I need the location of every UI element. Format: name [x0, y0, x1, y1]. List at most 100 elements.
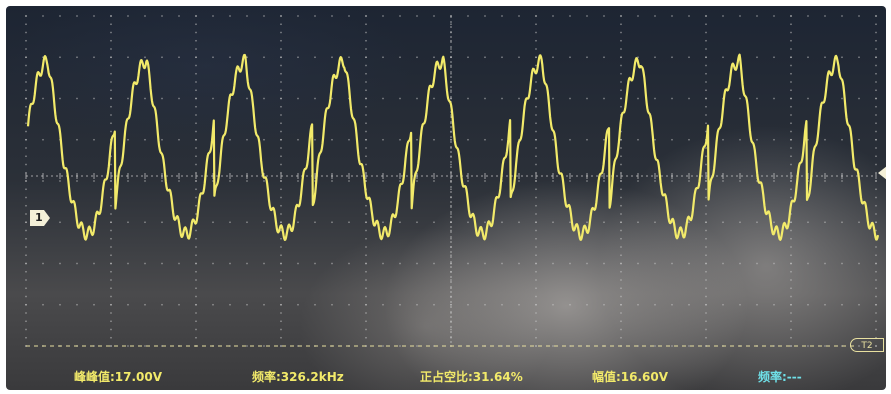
- grid-dot: [518, 345, 520, 347]
- grid-dot: [25, 31, 27, 34]
- grid-dot: [790, 114, 792, 116]
- grid-dot: [399, 56, 401, 59]
- trigger-position-marker: [878, 166, 886, 180]
- grid-dot: [620, 287, 622, 290]
- grid-dot: [875, 270, 877, 273]
- grid-dot: [790, 237, 792, 240]
- grid-dot: [416, 15, 418, 17]
- grid-dot: [110, 345, 112, 347]
- grid-dot: [756, 262, 758, 265]
- grid-dot: [620, 163, 622, 166]
- grid-dot: [790, 262, 792, 265]
- grid-dot: [790, 15, 792, 17]
- grid-dot: [569, 138, 571, 141]
- grid-dot: [875, 130, 877, 133]
- grid-dot: [263, 15, 265, 17]
- grid-dot: [841, 56, 843, 59]
- grid-dot: [59, 180, 61, 182]
- grid-dot: [654, 56, 656, 59]
- grid-dot: [654, 262, 656, 265]
- grid-dot: [790, 31, 792, 34]
- oscilloscope-screen: 1 T2 峰峰值:17.00V 频率:326.2kHz 正占空比:31.64% …: [6, 6, 886, 390]
- grid-dot: [467, 15, 469, 17]
- grid-dot: [195, 97, 197, 100]
- grid-dot: [382, 15, 384, 17]
- grid-dot: [280, 64, 282, 67]
- grid-dot: [569, 303, 571, 306]
- trigger-level-marker: T2: [850, 338, 884, 352]
- grid-dot: [246, 303, 248, 306]
- grid-dot: [705, 237, 707, 240]
- grid-dot: [739, 138, 741, 141]
- grid-dot: [773, 262, 775, 265]
- grid-dot: [603, 303, 605, 306]
- grid-dot: [535, 147, 537, 149]
- grid-dot: [518, 56, 520, 59]
- grid-dot: [705, 221, 707, 224]
- grid-dot: [280, 328, 282, 331]
- grid-dot: [620, 56, 622, 59]
- grid-dot: [110, 254, 112, 257]
- grid-dot: [807, 221, 809, 224]
- grid-dot: [705, 204, 707, 207]
- grid-dot: [348, 303, 350, 306]
- grid-dot: [552, 138, 554, 141]
- grid-dot: [552, 303, 554, 306]
- grid-dot: [178, 138, 180, 141]
- grid-dot: [535, 188, 537, 191]
- grid-dot: [280, 229, 282, 232]
- grid-dot: [144, 15, 146, 17]
- grid-dot: [25, 320, 27, 323]
- grid-dot: [365, 48, 367, 50]
- grid-dot: [195, 138, 197, 141]
- grid-dot: [603, 97, 605, 100]
- grid-dot: [229, 221, 231, 224]
- grid-dot: [331, 138, 333, 141]
- grid-dot: [382, 303, 384, 306]
- grid-dot: [297, 97, 299, 100]
- grid-dot: [280, 254, 282, 257]
- grid-dot: [467, 97, 469, 100]
- grid-dot: [365, 270, 367, 273]
- grid-dot: [705, 295, 707, 298]
- grid-dot: [620, 81, 622, 83]
- grid-dot: [773, 56, 775, 59]
- grid-dot: [739, 221, 741, 224]
- grid-dot: [552, 180, 554, 182]
- grid-dot: [161, 15, 163, 17]
- grid-dot: [705, 270, 707, 273]
- grid-dot: [365, 328, 367, 331]
- grid-dot: [569, 15, 571, 17]
- grid-dot: [110, 295, 112, 298]
- grid-dot: [688, 303, 690, 306]
- grid-dot: [535, 105, 537, 108]
- grid-dot: [195, 237, 197, 240]
- grid-dot: [875, 188, 877, 191]
- grid-dot: [110, 39, 112, 42]
- grid-dot: [365, 138, 367, 141]
- grid-dot: [178, 56, 180, 59]
- grid-dot: [875, 213, 877, 215]
- grid-dot: [875, 295, 877, 298]
- grid-dot: [76, 97, 78, 100]
- grid-dot: [620, 89, 622, 92]
- grid-dot: [654, 15, 656, 17]
- grid-dot: [705, 122, 707, 125]
- grid-dot: [416, 262, 418, 265]
- grid-dot: [790, 246, 792, 248]
- grid-dot: [280, 114, 282, 116]
- grid-dot: [569, 97, 571, 100]
- grid-dot: [535, 64, 537, 67]
- grid-dot: [875, 23, 877, 26]
- grid-dot: [161, 262, 163, 265]
- grid-dot: [450, 229, 452, 232]
- grid-dot: [93, 262, 95, 265]
- grid-dot: [195, 72, 197, 75]
- grid-dot: [875, 89, 877, 92]
- grid-dot: [705, 48, 707, 50]
- grid-dot: [705, 105, 707, 108]
- grid-dot: [535, 303, 537, 306]
- grid-dot: [93, 180, 95, 182]
- grid-dot: [25, 270, 27, 273]
- grid-dot: [739, 180, 741, 182]
